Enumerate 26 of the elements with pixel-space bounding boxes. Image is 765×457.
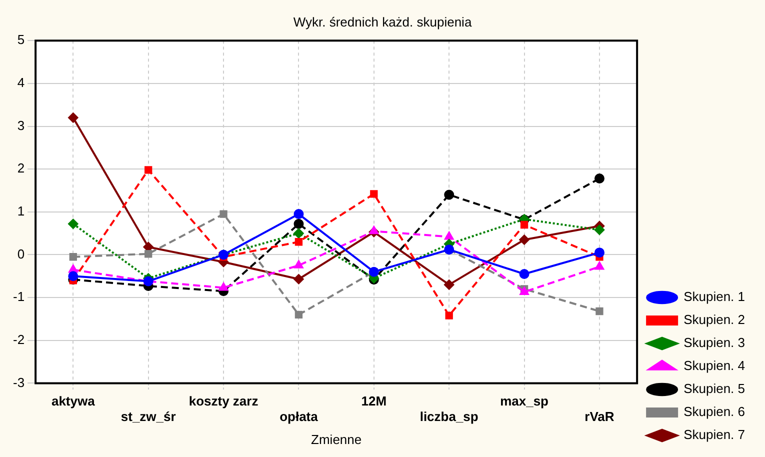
y-tick-label: -1	[12, 289, 25, 304]
legend-label: Skupien. 2	[684, 312, 746, 328]
legend-label: Skupien. 6	[684, 404, 746, 420]
legend-label: Skupien. 7	[684, 427, 746, 442]
x-tick-label: koszty zarz	[188, 394, 259, 409]
x-tick-label: liczba_sp	[420, 409, 478, 424]
y-tick-label: 2	[17, 160, 25, 176]
y-tick-label: 1	[17, 203, 25, 218]
y-tick-label: 5	[17, 32, 25, 48]
y-tick-label: -2	[12, 332, 25, 347]
x-tick-label: max_sp	[500, 394, 549, 409]
y-tick-label: 3	[17, 118, 25, 133]
x-tick-label: st_zw_śr	[120, 409, 176, 424]
legend-label: Skupien. 1	[684, 289, 746, 304]
y-tick-label: 4	[17, 75, 25, 90]
legend-label: Skupien. 5	[684, 381, 746, 396]
x-tick-label: opłata	[280, 409, 319, 424]
y-tick-label: 0	[17, 246, 25, 262]
chart-title: Wykr. średnich każd. skupienia	[293, 14, 472, 30]
y-tick-label: -3	[12, 374, 25, 390]
x-tick-label: rVaR	[584, 409, 615, 424]
x-tick-label: aktywa	[51, 394, 96, 409]
legend-label: Skupien. 4	[684, 358, 746, 374]
x-tick-label: 12M	[361, 394, 387, 409]
legend-label: Skupien. 3	[684, 335, 746, 350]
x-axis-title: Zmienne	[311, 432, 362, 447]
